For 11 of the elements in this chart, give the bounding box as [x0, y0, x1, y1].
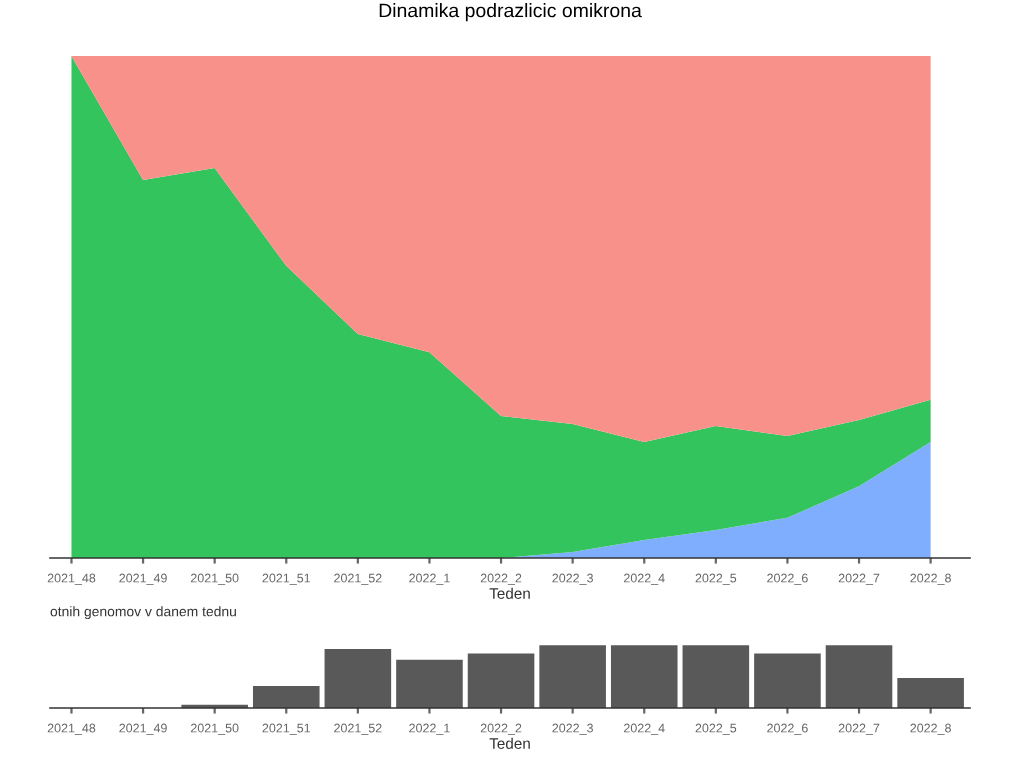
bar [396, 659, 463, 708]
bar [825, 645, 893, 708]
bar [610, 645, 678, 708]
bar [324, 649, 392, 708]
bar [539, 645, 606, 708]
bar [252, 686, 320, 708]
bar [682, 645, 750, 708]
chart-title: Dinamika podrazlicic omikrona [379, 3, 642, 22]
bar [467, 653, 535, 708]
bar [897, 677, 964, 708]
bar [754, 653, 821, 708]
